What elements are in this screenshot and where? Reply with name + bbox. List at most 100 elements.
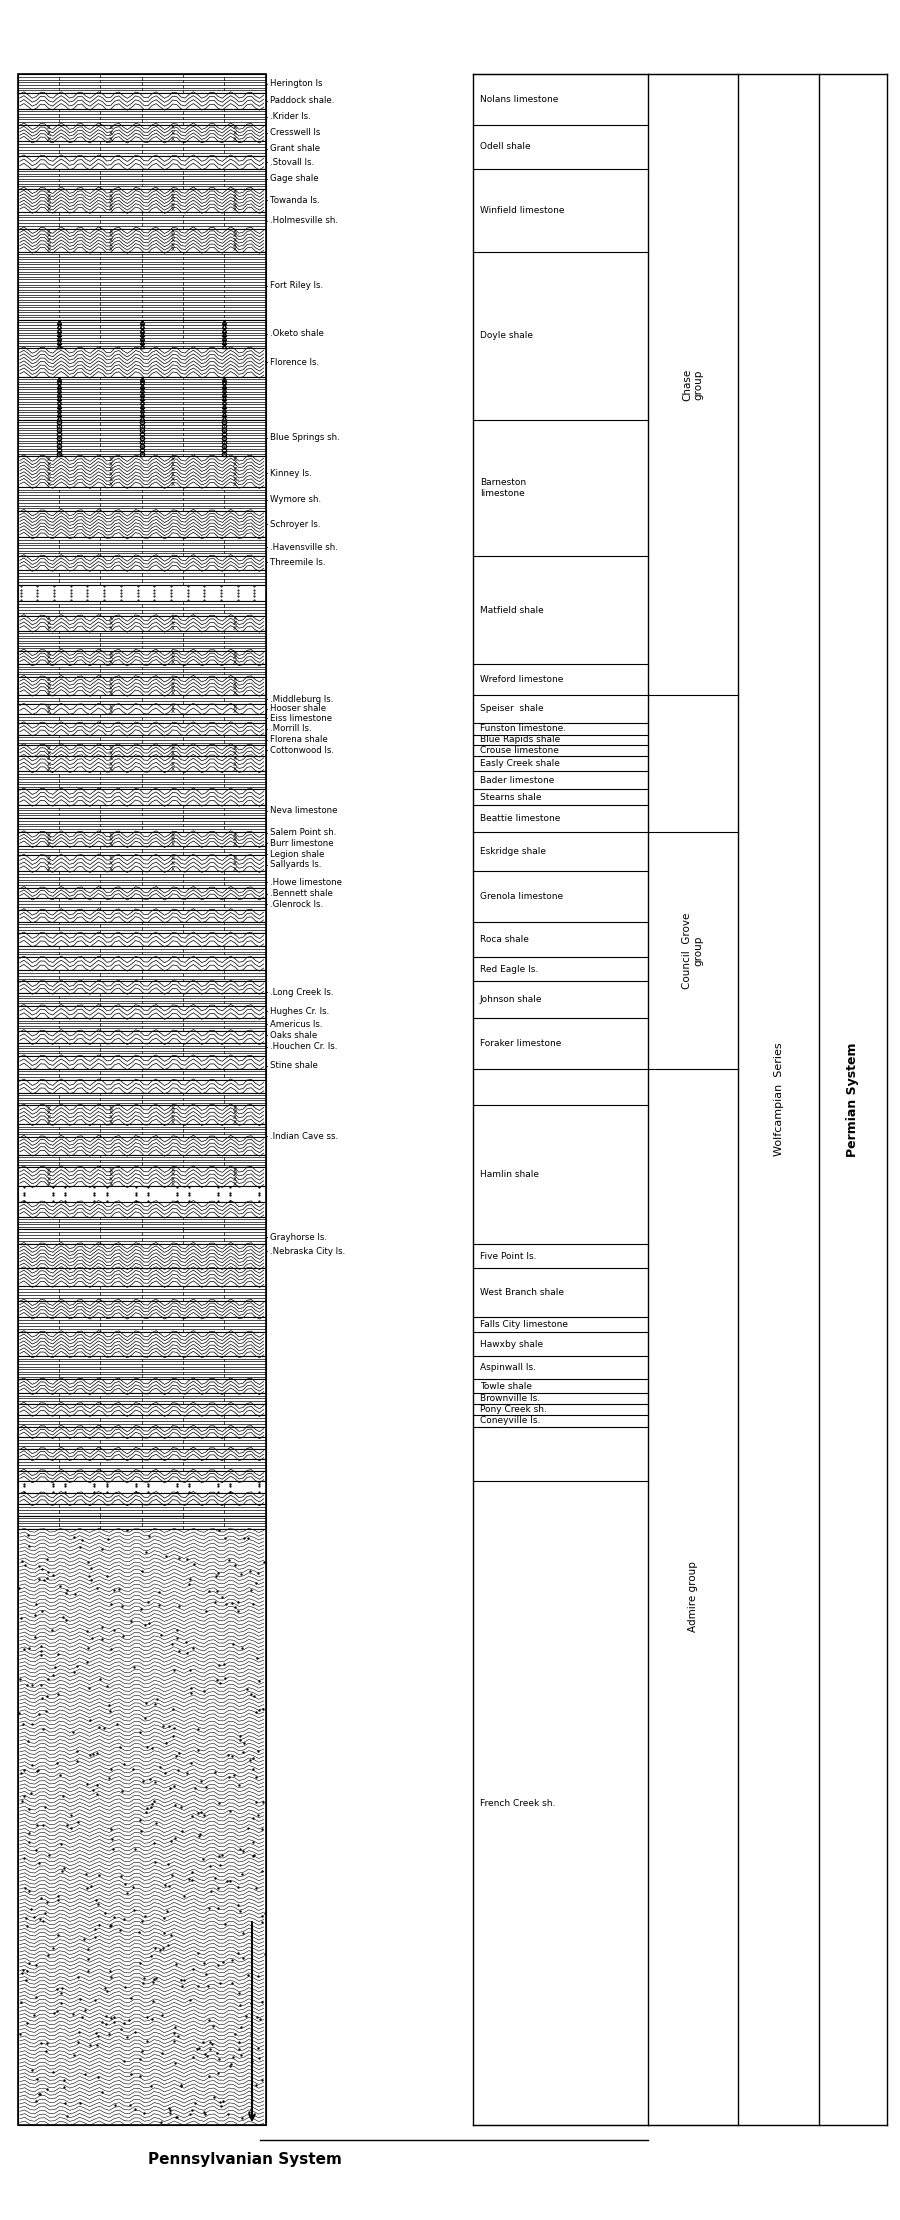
Text: x: x — [47, 659, 51, 666]
Text: Eiss limestone: Eiss limestone — [270, 715, 332, 724]
Point — [191, 1796, 205, 1831]
Point — [87, 1918, 102, 1954]
Point — [69, 1734, 84, 1769]
Point — [194, 1763, 209, 1798]
Point — [251, 1796, 266, 1831]
Point — [174, 2067, 188, 2102]
Text: Pennsylvanian System: Pennsylvanian System — [148, 2151, 342, 2167]
Text: Stine shale: Stine shale — [270, 1061, 318, 1070]
Point — [218, 1907, 232, 1942]
Text: Brownville ls.: Brownville ls. — [480, 1394, 540, 1403]
Point — [53, 1567, 68, 1603]
Point — [35, 1594, 50, 1629]
Point — [104, 1907, 118, 1942]
Point — [95, 1532, 110, 1567]
Point — [31, 1752, 45, 1787]
Point — [242, 2093, 256, 2129]
Point — [251, 1734, 266, 1769]
Point — [207, 2080, 221, 2116]
Bar — [18, 1379, 266, 1394]
Point — [41, 1554, 56, 1590]
Point — [184, 1669, 199, 1705]
Point — [68, 1576, 82, 1612]
Point — [135, 1965, 149, 2000]
Bar — [18, 1530, 266, 2125]
Point — [247, 1678, 261, 1714]
Text: x: x — [109, 655, 112, 662]
Point — [86, 1772, 101, 1807]
Point — [190, 2031, 204, 2067]
Point — [22, 1825, 36, 1860]
Point — [246, 1825, 260, 1860]
Point — [48, 1649, 62, 1685]
Bar — [18, 1230, 266, 1243]
Point — [140, 1794, 154, 1829]
Text: x: x — [109, 238, 112, 244]
Bar — [18, 1301, 266, 1316]
Point — [107, 2005, 122, 2040]
Point — [255, 2062, 269, 2098]
Point — [167, 2016, 182, 2051]
Point — [114, 1587, 129, 1623]
Point — [231, 1976, 246, 2011]
Text: x: x — [232, 659, 237, 666]
Point — [147, 1783, 161, 1818]
Point — [66, 1996, 80, 2031]
Bar — [18, 93, 266, 109]
Text: Salem Point sh.: Salem Point sh. — [270, 828, 337, 837]
Point — [106, 1998, 121, 2034]
Text: x: x — [171, 766, 175, 773]
Point — [14, 1601, 28, 1636]
Bar — [18, 1516, 266, 1530]
Point — [170, 1612, 184, 1647]
Text: Hawxby shale: Hawxby shale — [480, 1339, 543, 1350]
Bar — [18, 377, 266, 420]
Text: x: x — [47, 198, 51, 204]
Point — [39, 2034, 53, 2069]
Point — [73, 1530, 87, 1565]
Point — [90, 2027, 104, 2062]
Text: Stearns shale: Stearns shale — [480, 793, 541, 801]
Point — [86, 1621, 100, 1656]
Text: Coneyville ls.: Coneyville ls. — [480, 1416, 540, 1425]
Point — [36, 1563, 50, 1598]
Point — [20, 1667, 34, 1703]
Point — [91, 1887, 105, 1923]
Point — [29, 1947, 43, 1982]
Point — [232, 1723, 247, 1758]
Point — [242, 1743, 256, 1778]
Text: x: x — [109, 1177, 112, 1181]
Point — [75, 1523, 89, 1558]
Point — [232, 1718, 247, 1754]
Point — [24, 2054, 39, 2089]
Point — [246, 1585, 260, 1621]
Text: Eskridge shale: Eskridge shale — [480, 848, 545, 857]
Point — [237, 1734, 251, 1769]
Point — [211, 1947, 225, 1982]
Point — [30, 1754, 44, 1789]
Text: x: x — [171, 704, 175, 710]
Point — [95, 1610, 110, 1645]
Text: x: x — [109, 677, 112, 682]
Point — [209, 1558, 223, 1594]
Bar — [18, 992, 266, 1006]
Point — [59, 1603, 74, 1638]
Point — [20, 2005, 34, 2040]
Point — [157, 1900, 171, 1936]
Bar — [18, 1505, 266, 1516]
Point — [55, 1854, 69, 1889]
Point — [203, 2025, 218, 2060]
Point — [250, 1641, 265, 1676]
Text: x: x — [47, 246, 51, 253]
Point — [187, 2085, 202, 2120]
Point — [39, 1694, 53, 1729]
Point — [163, 2096, 177, 2131]
Text: x: x — [109, 659, 112, 666]
Point — [19, 1962, 33, 1998]
Text: x: x — [47, 686, 51, 690]
Text: Cottonwood ls.: Cottonwood ls. — [270, 746, 334, 755]
Text: x: x — [47, 466, 51, 473]
Point — [98, 1896, 112, 1931]
Point — [162, 1709, 176, 1745]
Point — [15, 1951, 30, 1987]
